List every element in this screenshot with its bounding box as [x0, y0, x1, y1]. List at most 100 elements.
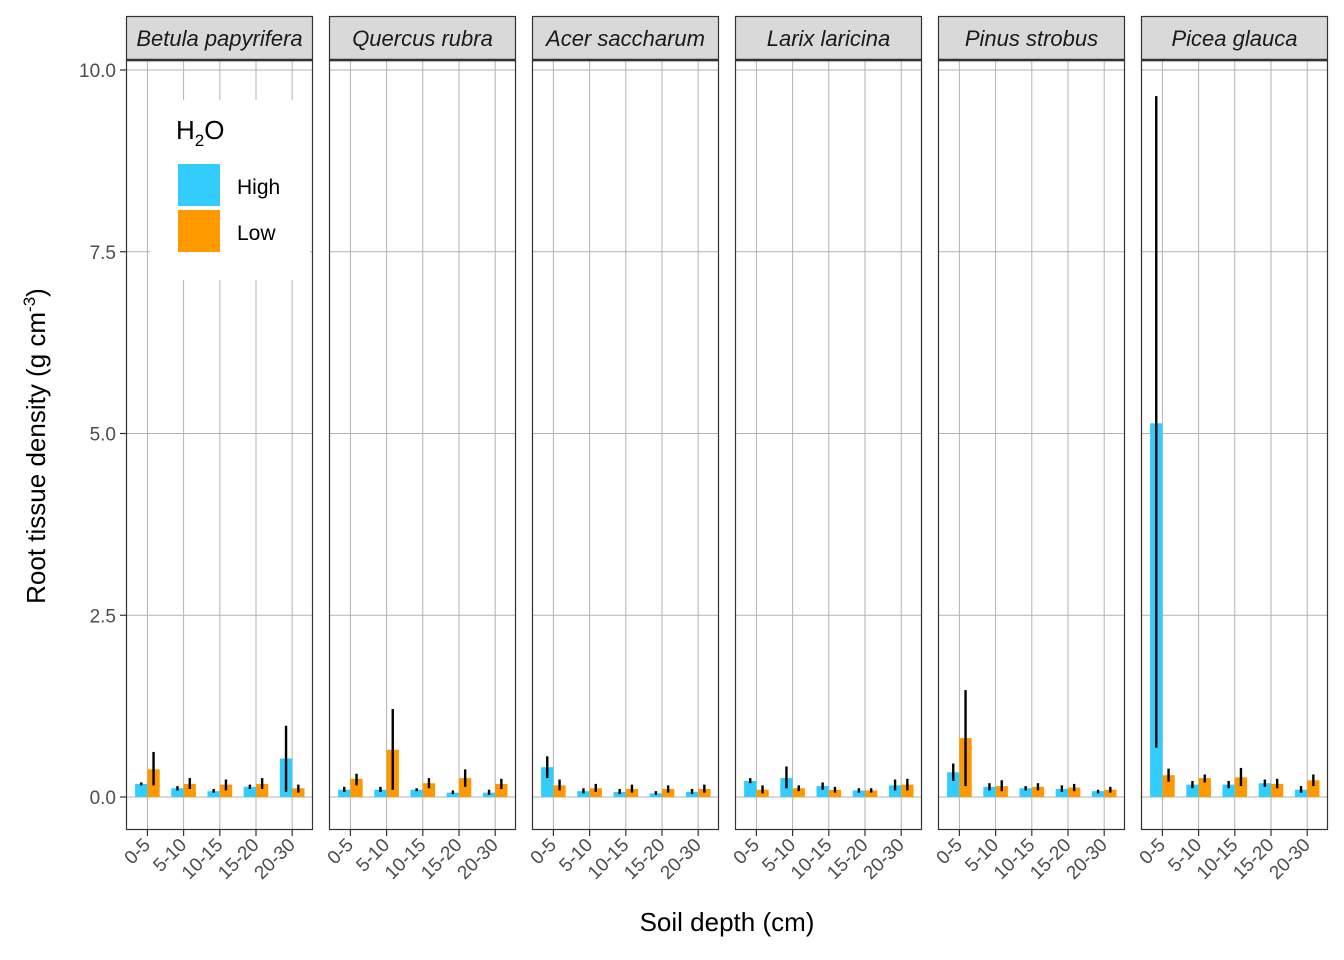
y-tick-label: 5.0	[90, 425, 116, 446]
legend-title-h: H	[176, 115, 195, 145]
y-axis-title-superscript: -3	[20, 297, 39, 312]
bar-low	[589, 788, 602, 797]
bar-low	[1068, 787, 1081, 797]
bar-low	[459, 778, 472, 797]
y-axis-title-main: Root tissue density (g cm	[21, 312, 51, 604]
x-tick-label: 15-20	[620, 835, 669, 884]
bar-high	[374, 789, 387, 797]
facet-strip	[937, 15, 1126, 62]
x-tick-label: 20-30	[860, 835, 909, 884]
y-tick-label: 0.0	[90, 788, 116, 809]
legend-key-high	[178, 164, 220, 206]
legend-title: H2O	[176, 115, 224, 150]
x-tick-label: 10-15	[1193, 835, 1242, 884]
facet-label: Quercus rubra	[352, 26, 493, 51]
y-axis-title-close: )	[21, 288, 51, 297]
bar-high	[1222, 784, 1235, 797]
y-axis-title: Root tissue density (g cm-3)	[20, 288, 51, 604]
bar-low	[1271, 783, 1284, 797]
facet-label: Acer saccharum	[544, 26, 705, 51]
legend-key-low	[178, 210, 220, 252]
x-tick-label: 0-5	[1136, 835, 1170, 869]
x-tick-label: 10-15	[990, 835, 1039, 884]
facet-strip	[734, 15, 923, 62]
x-tick-label: 10-15	[381, 835, 430, 884]
x-tick-label: 10-15	[584, 835, 633, 884]
legend-title-subscript: 2	[195, 131, 204, 150]
x-tick-label: 15-20	[1026, 835, 1075, 884]
bar-high	[685, 791, 699, 797]
facet-label: Picea glauca	[1172, 26, 1298, 51]
x-tick-label: 15-20	[214, 835, 263, 884]
bar-low	[350, 778, 363, 797]
bar-low	[256, 783, 269, 797]
bar-low	[995, 786, 1008, 797]
y-tick-label: 2.5	[90, 606, 116, 627]
x-tick-label: 20-30	[1063, 835, 1112, 884]
bar-high	[338, 789, 351, 797]
bar-low	[1198, 778, 1211, 797]
x-axis-title: Soil depth (cm)	[640, 907, 815, 937]
bar-high	[852, 790, 865, 797]
bar-low	[495, 783, 508, 797]
y-tick-label: 7.5	[90, 243, 116, 264]
x-tick-label: 10-15	[178, 835, 227, 884]
bar-low	[219, 784, 233, 797]
bar-low	[553, 785, 566, 797]
bar-high	[207, 791, 220, 797]
bar-low	[1104, 789, 1117, 797]
bar-high	[1294, 789, 1308, 797]
bar-high	[243, 786, 256, 797]
facet-strip	[125, 15, 314, 62]
legend-background	[150, 100, 310, 280]
x-tick-label: 20-30	[1266, 835, 1315, 884]
legend-label-low: Low	[237, 222, 276, 245]
bar-high	[1091, 791, 1105, 797]
bar-low	[662, 789, 675, 797]
x-tick-label: 10-15	[787, 835, 836, 884]
bar-low	[828, 789, 842, 797]
x-tick-label: 15-20	[417, 835, 466, 884]
bar-high	[888, 785, 902, 797]
facet-panels: Betula papyrifera0-55-1010-1515-2020-30Q…	[121, 15, 1329, 884]
x-tick-label: 15-20	[823, 835, 872, 884]
bar-high	[1019, 788, 1032, 797]
bar-low	[625, 789, 639, 797]
bar-low	[1234, 777, 1248, 797]
bar-high	[1258, 783, 1271, 797]
x-tick-label: 0-5	[933, 835, 967, 869]
bar-low	[792, 788, 805, 797]
x-tick-label: 0-5	[324, 835, 358, 869]
facet-label: Pinus strobus	[965, 26, 1098, 51]
bar-high	[135, 783, 148, 797]
bar-high	[816, 786, 829, 797]
bar-low	[901, 784, 914, 797]
facet-label: Betula papyrifera	[136, 26, 302, 51]
bar-high	[171, 788, 184, 797]
x-tick-label: 20-30	[251, 835, 300, 884]
legend-title-o: O	[204, 115, 224, 145]
bar-high	[1186, 784, 1199, 797]
bar-low	[698, 789, 711, 797]
x-tick-label: 20-30	[454, 835, 503, 884]
x-tick-label: 20-30	[657, 835, 706, 884]
bar-high	[649, 793, 662, 797]
bar-low	[422, 783, 436, 797]
bar-high	[410, 789, 423, 797]
legend-label-high: High	[237, 176, 280, 199]
facet-label: Larix laricina	[767, 26, 891, 51]
bar-high	[541, 767, 554, 797]
bar-low	[865, 790, 878, 797]
bar-low	[1307, 780, 1320, 797]
legend: H2O High Low	[150, 100, 310, 280]
x-tick-label: 0-5	[730, 835, 764, 869]
facet-strip	[328, 15, 517, 62]
x-tick-label: 0-5	[527, 835, 561, 869]
bar-high	[983, 786, 996, 797]
